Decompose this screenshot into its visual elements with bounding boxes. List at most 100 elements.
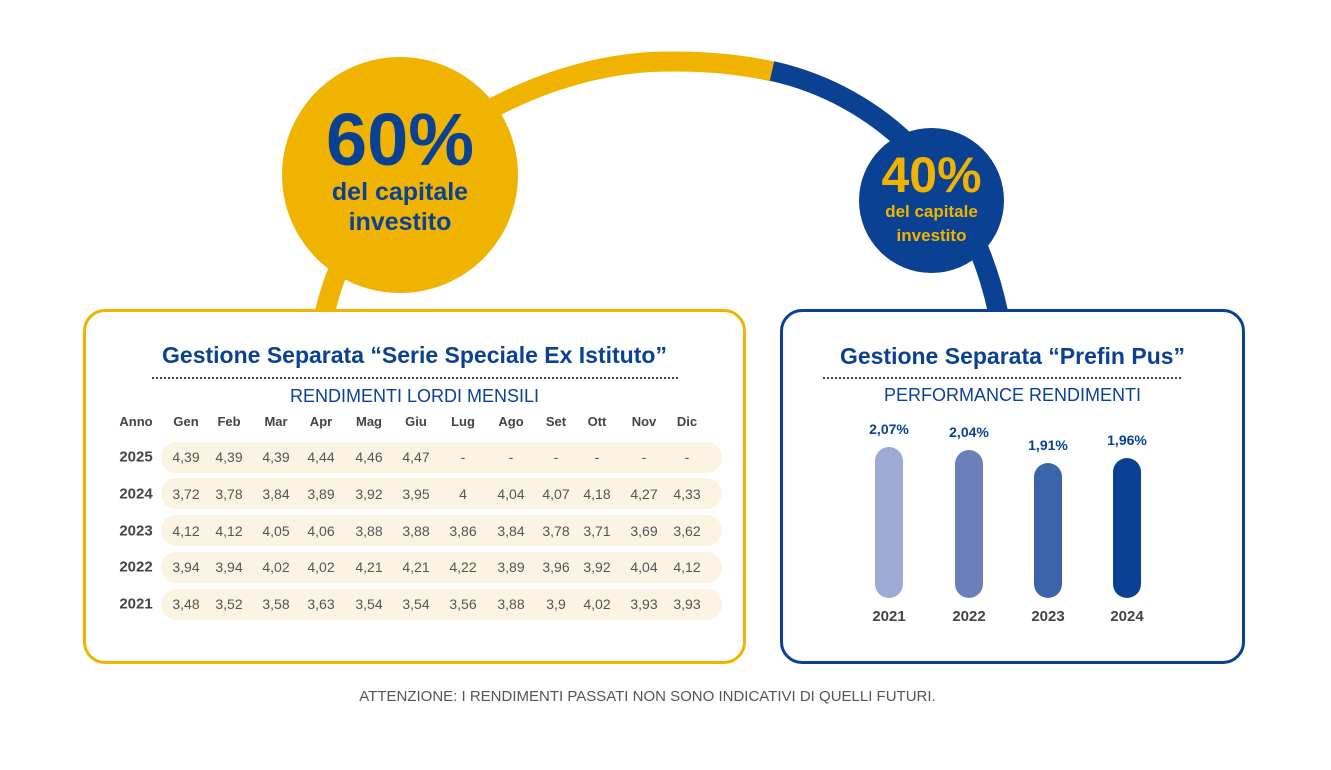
table-cell: - (508, 449, 514, 465)
table-cell: 4,22 (449, 559, 477, 576)
table-cell: 3,62 (673, 522, 701, 539)
allocation-caption: del capitale investito (885, 201, 978, 245)
bar-value-label: 2,07% (869, 421, 909, 437)
column-header: Set (545, 414, 567, 429)
table-cell: - (553, 449, 559, 465)
x-tick-label: 2024 (1110, 608, 1144, 625)
table-cell: 4,06 (307, 522, 335, 539)
table-row (161, 441, 722, 473)
row-year: 2022 (119, 558, 153, 576)
table-cell: 3,54 (402, 596, 430, 613)
table-cell: 3,89 (497, 559, 525, 576)
table-cell: 3,84 (497, 522, 525, 539)
table-cell: 3,88 (355, 522, 383, 539)
table-cell: 4,04 (630, 559, 658, 576)
table-cell: 4,33 (673, 485, 701, 502)
x-tick-label: 2023 (1031, 608, 1065, 625)
table-cell: 3,54 (355, 596, 383, 613)
disclaimer: ATTENZIONE: I RENDIMENTI PASSATI NON SON… (359, 688, 936, 705)
table-cell: 3,94 (172, 559, 200, 576)
column-header: Mag (356, 414, 382, 429)
table-cell: 3,63 (307, 596, 335, 613)
table-cell: 4,05 (262, 522, 290, 539)
allocation-percent: 60% (325, 98, 475, 181)
card-subtitle: RENDIMENTI LORDI MENSILI (289, 386, 540, 406)
table-row (161, 588, 722, 620)
column-header: Giu (405, 414, 427, 429)
row-year: 2024 (119, 485, 153, 503)
serie-speciale-card: Gestione Separata “Serie Speciale Ex Ist… (83, 309, 746, 664)
column-header: Ott (587, 414, 607, 429)
table-cell: 3,92 (355, 485, 383, 502)
table-cell: 4,21 (355, 559, 383, 576)
bar-value-label: 1,96% (1107, 432, 1147, 448)
dotted-divider (823, 377, 1181, 379)
column-header: Lug (451, 414, 475, 429)
table-cell: 3,78 (542, 522, 570, 539)
card-title: Gestione Separata “Prefin Pus” (839, 343, 1186, 369)
table-cell: 3,89 (307, 485, 335, 502)
dotted-divider (152, 377, 678, 379)
table-cell: 3,9 (546, 596, 566, 613)
column-header: Anno (119, 414, 153, 429)
table-cell: 4,47 (402, 449, 430, 465)
allocation-40-circle: 40% del capitale investito (859, 128, 1004, 273)
column-header: Gen (173, 414, 199, 429)
table-cell: 3,48 (172, 596, 200, 613)
allocation-60-circle: 60% del capitale investito (282, 57, 518, 293)
column-header: Ago (498, 414, 524, 429)
table-cell: 4,21 (402, 559, 430, 576)
table-cell: 3,58 (262, 596, 290, 613)
table-cell: 3,93 (673, 596, 701, 613)
table-cell: 3,94 (215, 559, 243, 576)
table-cell: 3,92 (583, 559, 611, 576)
table-cell: 4,18 (583, 485, 611, 502)
table-cell: 3,56 (449, 596, 477, 613)
table-cell: 4,02 (583, 596, 611, 613)
table-cell: 4,27 (630, 485, 658, 502)
table-cell: 3,84 (262, 485, 290, 502)
table-cell: 4,12 (172, 522, 200, 539)
table-cell: 3,86 (449, 522, 477, 539)
table-cell: 3,88 (497, 596, 525, 613)
table-cell: 4,12 (215, 522, 243, 539)
x-tick-label: 2021 (872, 608, 906, 625)
table-cell: 3,78 (215, 485, 243, 502)
bar-value-label: 1,91% (1028, 437, 1068, 453)
bar-2023 (1034, 463, 1062, 598)
table-cell: 4,02 (307, 559, 335, 576)
table-cell: - (460, 449, 466, 465)
table-cell: 3,52 (215, 596, 243, 613)
table-cell: 4 (459, 485, 467, 502)
table-cell: 3,69 (630, 522, 658, 539)
table-cell: 4,12 (673, 559, 701, 576)
row-year: 2025 (119, 448, 153, 466)
bar-2024 (1113, 458, 1141, 598)
bar-2021 (875, 447, 903, 598)
row-year: 2023 (119, 522, 153, 540)
table-cell: 3,88 (402, 522, 430, 539)
x-tick-label: 2022 (952, 608, 986, 625)
card-title: Gestione Separata “Serie Speciale Ex Ist… (162, 342, 667, 368)
prefin-pus-card: Gestione Separata “Prefin Pus” PERFORMAN… (780, 309, 1245, 664)
column-header: Mar (264, 414, 288, 429)
table-row (161, 515, 722, 547)
table-cell: - (684, 449, 690, 465)
table-cell: - (641, 449, 647, 465)
table-row (161, 551, 722, 583)
table-cell: 3,71 (583, 522, 611, 539)
allocation-percent: 40% (881, 146, 982, 203)
table-cell: 4,39 (172, 449, 200, 465)
table-cell: 4,07 (542, 485, 570, 502)
card-subtitle: PERFORMANCE RENDIMENTI (883, 385, 1141, 405)
column-header: Feb (217, 414, 241, 429)
table-cell: 4,39 (215, 449, 243, 465)
column-header: Nov (631, 414, 657, 429)
table-cell: - (594, 449, 600, 465)
column-header: Apr (309, 414, 333, 429)
table-cell: 4,46 (355, 449, 383, 465)
bar-value-label: 2,04% (949, 424, 989, 440)
bar-2022 (955, 450, 983, 598)
table-cell: 3,72 (172, 485, 200, 502)
table-cell: 3,96 (542, 559, 570, 576)
